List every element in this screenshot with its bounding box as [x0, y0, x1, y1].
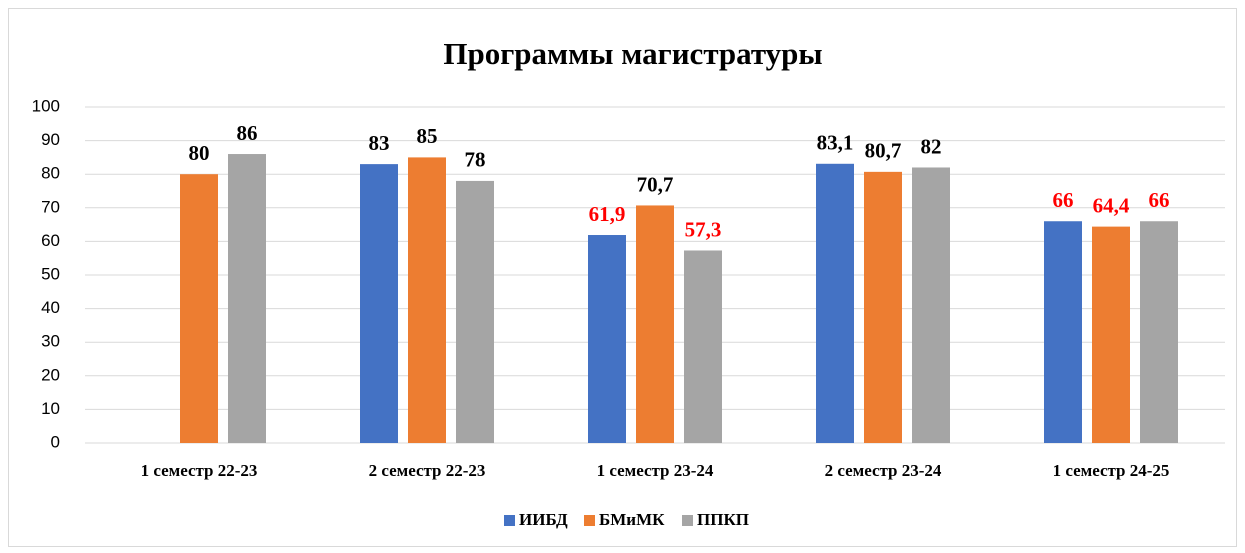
data-label: 80	[189, 141, 210, 165]
y-tick-label: 80	[41, 164, 60, 183]
data-label: 85	[417, 124, 438, 148]
legend-swatch	[682, 515, 693, 526]
y-tick-label: 10	[41, 399, 60, 418]
data-label: 57,3	[685, 217, 722, 241]
legend-label: ППКП	[697, 510, 749, 529]
y-tick-label: 0	[51, 432, 60, 451]
bar	[864, 171, 902, 443]
data-label: 83	[369, 131, 390, 155]
bar	[408, 157, 446, 443]
x-tick-label: 2 семестр 22-23	[369, 461, 486, 480]
x-tick-label: 1 семестр 22-23	[141, 461, 258, 480]
data-label: 66	[1149, 188, 1170, 212]
data-label: 78	[465, 148, 486, 172]
legend-swatch	[584, 515, 595, 526]
bar	[1140, 221, 1178, 443]
y-tick-label: 90	[41, 130, 60, 149]
bar	[1092, 226, 1130, 443]
y-tick-label: 50	[41, 264, 60, 283]
x-tick-label: 2 семестр 23-24	[825, 461, 942, 480]
data-label: 83,1	[817, 131, 854, 155]
data-label: 70,7	[637, 172, 674, 196]
legend-swatch	[504, 515, 515, 526]
bar	[636, 205, 674, 443]
y-tick-label: 40	[41, 298, 60, 317]
legend-label: ИИБД	[519, 510, 568, 529]
x-tick-label: 1 семестр 23-24	[597, 461, 714, 480]
y-tick-label: 60	[41, 231, 60, 250]
data-label: 61,9	[589, 202, 626, 226]
bar	[1044, 221, 1082, 443]
bar	[684, 250, 722, 443]
y-tick-label: 100	[32, 96, 60, 115]
bar	[228, 154, 266, 444]
data-label: 64,4	[1093, 193, 1130, 217]
data-label: 86	[237, 121, 258, 145]
y-tick-label: 30	[41, 332, 60, 351]
data-label: 80,7	[865, 139, 902, 163]
bar	[360, 164, 398, 443]
bar	[912, 167, 950, 444]
legend-label: БМиМК	[599, 510, 665, 529]
data-label: 66	[1053, 188, 1074, 212]
chart-title: Программы магистратуры	[443, 36, 822, 71]
data-label: 82	[921, 134, 942, 158]
bar	[816, 163, 854, 443]
bar	[588, 235, 626, 443]
y-tick-label: 70	[41, 197, 60, 216]
bar	[180, 174, 218, 443]
y-tick-label: 20	[41, 365, 60, 384]
x-tick-label: 1 семестр 24-25	[1053, 461, 1170, 480]
bar	[456, 180, 494, 444]
